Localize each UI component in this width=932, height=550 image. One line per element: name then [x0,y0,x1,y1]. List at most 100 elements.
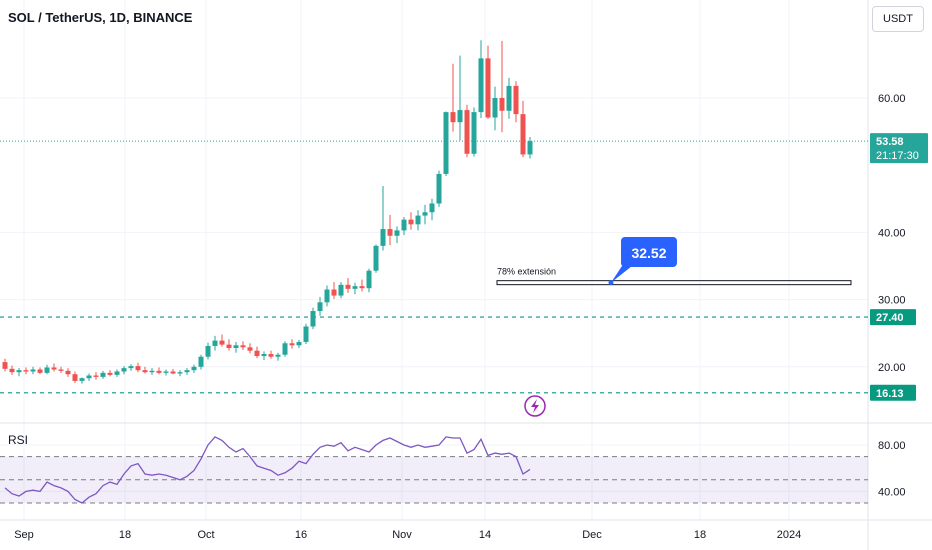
candle [303,323,309,344]
candle [135,362,141,373]
candle-body [93,375,99,377]
level-badge [870,384,916,401]
time-tick-label: Oct [197,529,214,541]
rsi-label: RSI [8,433,29,447]
candle-body [324,289,330,303]
level-badge-label: 16.13 [876,388,904,400]
candle-body [100,372,106,377]
last-price-label: 53.58 [876,136,904,148]
time-tick-label: Nov [392,529,412,541]
candle-body [429,203,435,213]
currency-button[interactable]: USDT [872,6,924,32]
callout-pointer [611,266,632,283]
candle-body [261,354,267,357]
candle-body [450,112,456,123]
candle [247,343,253,354]
time-tick-label: 14 [479,529,491,541]
candle-body [303,326,309,342]
extension-box [496,280,852,286]
candle [149,368,155,375]
candle [226,339,232,351]
candle-body [219,340,225,345]
candle [331,282,337,299]
candle [58,366,64,373]
candle-body [37,369,43,373]
candle-body [16,370,22,373]
candle [394,226,400,244]
candle-body [247,347,253,351]
extension-annotation[interactable]: 78% extensión 32.52 [496,237,852,286]
candle [121,366,127,375]
candle [9,365,15,375]
candle [401,216,407,236]
candle [2,358,8,372]
candle [254,346,260,359]
candle [65,368,71,377]
callout-box [621,237,677,267]
horizontal-levels [0,140,868,394]
candle [289,339,295,349]
candle [408,212,414,230]
candle [16,368,22,377]
time-tick-label: Sep [14,529,34,541]
candle [128,364,134,371]
extension-label: 78% extensión [497,267,556,277]
candle [506,77,512,119]
candle [184,368,190,375]
candle-body [478,58,484,113]
candle [205,342,211,360]
rsi-line [4,436,531,504]
last-price-badge [870,133,928,164]
candle [457,55,463,141]
candle-body [2,362,8,369]
flash-icon-bolt [531,399,539,413]
candle [492,86,498,131]
candle [114,369,120,377]
time-axis[interactable]: Sep 18 Oct 16 Nov 14 Dec 18 2024 [14,529,801,541]
price-tick-label: 30.00 [878,295,906,307]
candle [387,214,393,246]
candle-body [170,371,176,374]
candle [37,367,43,375]
candle [86,373,92,381]
candle-body [149,370,155,373]
candle [296,339,302,348]
candle [107,370,113,377]
candle-body [464,110,470,154]
candle [345,278,351,293]
level-badge [870,309,916,326]
flash-icon[interactable] [524,395,546,417]
candle [499,40,505,133]
candle-body [359,286,365,289]
candle-body [408,219,414,225]
candle [373,244,379,273]
candle [366,268,372,293]
price-tick-label: 60.00 [878,93,906,105]
candle-body [422,212,428,216]
time-tick-label: 2024 [777,529,801,541]
candle [338,282,344,299]
candle-body [366,270,372,289]
candle-body [163,371,169,373]
candle-body [289,343,295,346]
callout-value: 32.52 [631,245,666,261]
candle-body [58,369,64,371]
candle-body [128,366,134,369]
candle-body [310,311,316,327]
candle-body [415,215,421,225]
candle-body [233,345,239,348]
candle-body [513,85,519,115]
candle-body [114,371,120,375]
candle-body [9,368,15,373]
candle [513,81,519,123]
price-axis[interactable]: 60.00 40.00 30.00 20.00 80.00 40.00 [878,93,906,498]
candle [282,341,288,357]
candle-body [394,230,400,236]
candle [142,366,148,374]
candle-body [331,289,337,296]
candle-body [275,354,281,357]
candle [198,354,204,370]
candle [219,334,225,347]
candle [212,335,218,351]
